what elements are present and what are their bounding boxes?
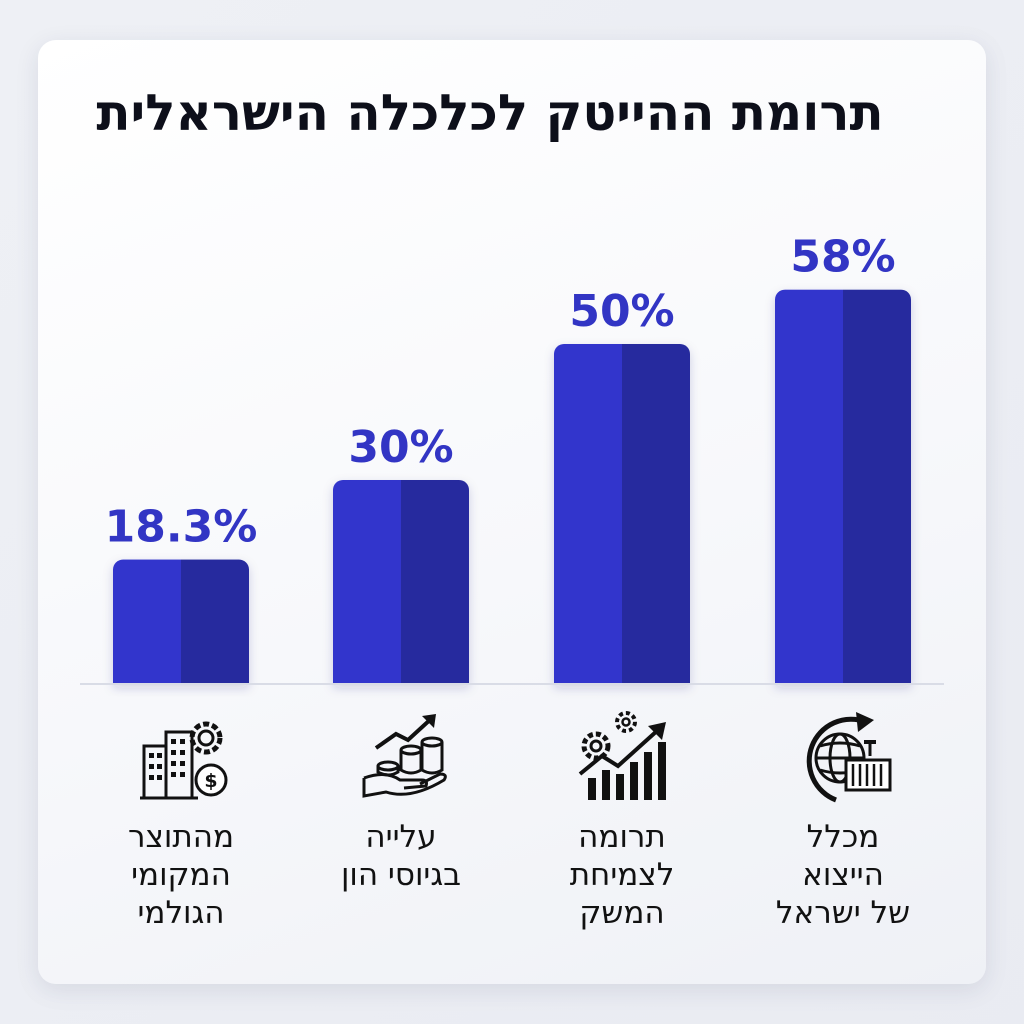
bar-face-right xyxy=(622,344,690,684)
bar-4 xyxy=(775,289,911,684)
globe-container-export-icon xyxy=(806,712,892,803)
data-label-4: 58% xyxy=(790,232,895,283)
bar-face-left xyxy=(554,344,622,684)
bar-face-left xyxy=(113,559,181,684)
bar-face-right xyxy=(401,480,469,684)
buildings-gear-dollar-icon: $ xyxy=(140,721,228,800)
bar-3 xyxy=(554,344,690,684)
chart-title: תרומת ההייטק לכלכלה הישראלית xyxy=(96,84,884,142)
category-label-3: תרומה לצמיחת המשק xyxy=(569,819,675,931)
category-label-4: מכלל הייצוא של ישראל xyxy=(775,819,911,931)
category-label-1: מהתוצר המקומי הגולמי xyxy=(127,819,235,931)
bar-face-right xyxy=(843,289,911,684)
category-label-2: עלייה בגיוסי הון xyxy=(340,819,462,893)
svg-text:$: $ xyxy=(204,770,217,792)
bar-1 xyxy=(113,559,249,684)
bar-2 xyxy=(333,480,469,684)
data-label-1: 18.3% xyxy=(105,502,258,553)
growth-chart-gears-icon xyxy=(578,711,666,800)
bar-face-left xyxy=(775,289,843,684)
data-label-2: 30% xyxy=(348,422,453,473)
bar-face-right xyxy=(181,559,249,684)
bar-face-left xyxy=(333,480,401,684)
hand-coins-growth-icon xyxy=(362,714,447,798)
data-label-3: 50% xyxy=(569,286,674,337)
